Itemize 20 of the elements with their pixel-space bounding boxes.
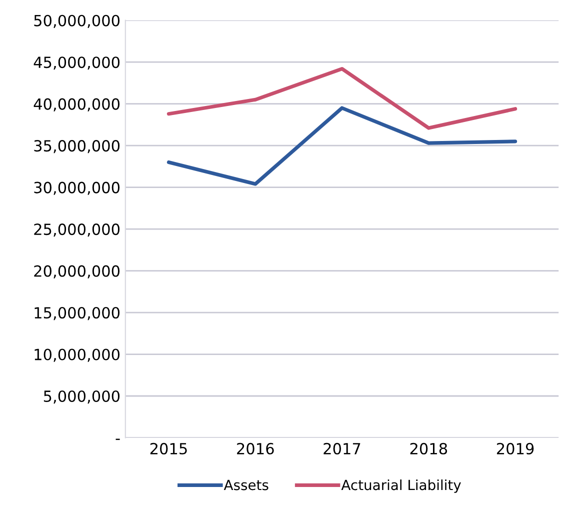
y-tick-label: 5,000,000 [44, 390, 120, 404]
y-tick-label: - [116, 438, 120, 440]
y-tick-label: 30,000,000 [34, 182, 120, 195]
y-tick-label: 50,000,000 [34, 14, 120, 28]
y-tick-label: 35,000,000 [34, 140, 120, 154]
y-tick-label: 40,000,000 [34, 98, 120, 112]
x-tick-label: 2019 [496, 442, 534, 454]
x-tick-label: 2018 [410, 442, 448, 454]
y-tick-label: 10,000,000 [34, 348, 120, 362]
line-series [166, 66, 518, 130]
y-tick-label: 45,000,000 [34, 56, 120, 70]
y-tick-label: 20,000,000 [34, 265, 120, 278]
y-tick-label: 15,000,000 [34, 306, 120, 320]
legend-label: Actuarial Liability [341, 479, 461, 493]
legend-label: Assets [224, 480, 268, 490]
line-series [166, 106, 518, 186]
x-tick-label: 2017 [324, 442, 360, 454]
y-tick-label: 25,000,000 [34, 224, 120, 237]
x-tick-label: 2015 [150, 442, 187, 454]
x-tick-label: 2016 [237, 442, 274, 454]
